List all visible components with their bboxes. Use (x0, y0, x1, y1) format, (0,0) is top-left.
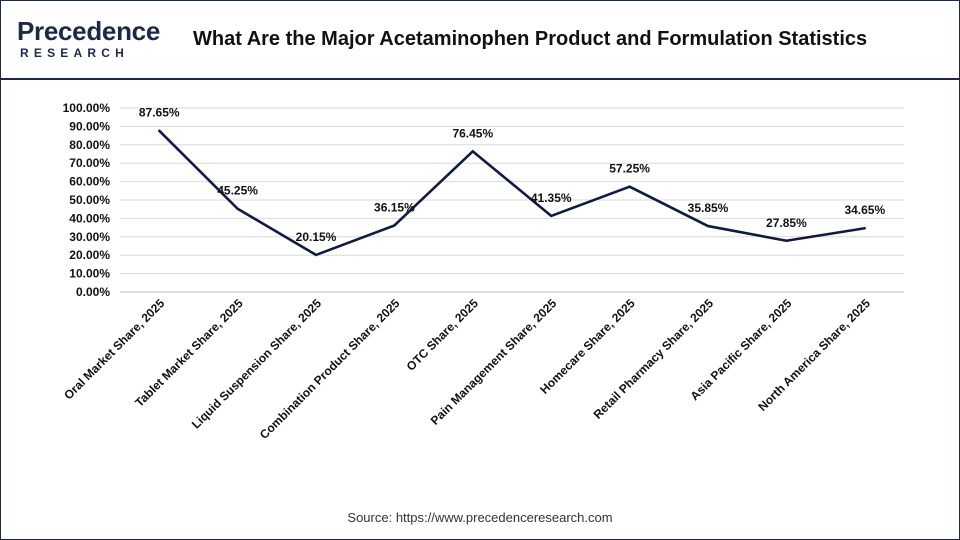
logo-wordmark: Precedence (17, 16, 160, 46)
data-point (550, 214, 553, 218)
data-point (706, 224, 710, 228)
data-label: 45.25% (217, 184, 258, 198)
y-tick-label: 30.00% (69, 230, 110, 244)
data-point (393, 224, 396, 227)
data-point (236, 207, 239, 210)
line-chart: 0.00% 10.00% 20.00% 30.00% 40.00% 50.00% 60.00… (61, 101, 904, 442)
chart-title: What Are the Major Acetaminophen Product… (193, 28, 868, 50)
data-label: 36.15% (374, 200, 415, 214)
y-tick-label: 50.00% (69, 193, 110, 207)
y-tick-label: 60.00% (69, 175, 110, 189)
data-label: 57.25% (609, 162, 650, 176)
data-label: 27.85% (766, 216, 807, 230)
brand-logo: Precedence RESEARCH (17, 18, 167, 64)
y-tick-label: 100.00% (63, 101, 111, 115)
data-point (785, 239, 788, 242)
data-point (628, 185, 631, 188)
data-label: 35.85% (688, 201, 729, 215)
y-tick-label: 80.00% (69, 138, 110, 152)
y-tick-label: 20.00% (69, 248, 110, 262)
data-point (863, 227, 866, 230)
data-label: 76.45% (452, 126, 493, 140)
source-note: Source: https://www.precedenceresearch.c… (347, 510, 613, 525)
x-tick-label: Combination Product Share, 2025 (257, 296, 403, 442)
x-tick-label: Liquid Suspension Share, 2025 (189, 296, 325, 432)
header: Precedence RESEARCH What Are the Major A… (1, 1, 959, 80)
y-tick-label: 40.00% (69, 211, 110, 225)
data-point (158, 129, 161, 132)
data-point (314, 253, 318, 257)
y-tick-label: 0.00% (76, 285, 110, 299)
data-label: 87.65% (139, 106, 180, 120)
y-tick-label: 10.00% (69, 267, 110, 281)
logo-subtitle: RESEARCH (20, 46, 129, 60)
data-label: 34.65% (844, 203, 885, 217)
series-line (158, 129, 866, 257)
x-tick-label: Pain Management Share, 2025 (428, 296, 560, 428)
data-point (471, 150, 474, 153)
data-label: 41.35% (531, 191, 572, 205)
y-tick-label: 90.00% (69, 119, 110, 133)
data-label: 20.15% (296, 230, 337, 244)
y-tick-label: 70.00% (69, 156, 110, 170)
x-tick-label: OTC Share, 2025 (404, 296, 482, 374)
